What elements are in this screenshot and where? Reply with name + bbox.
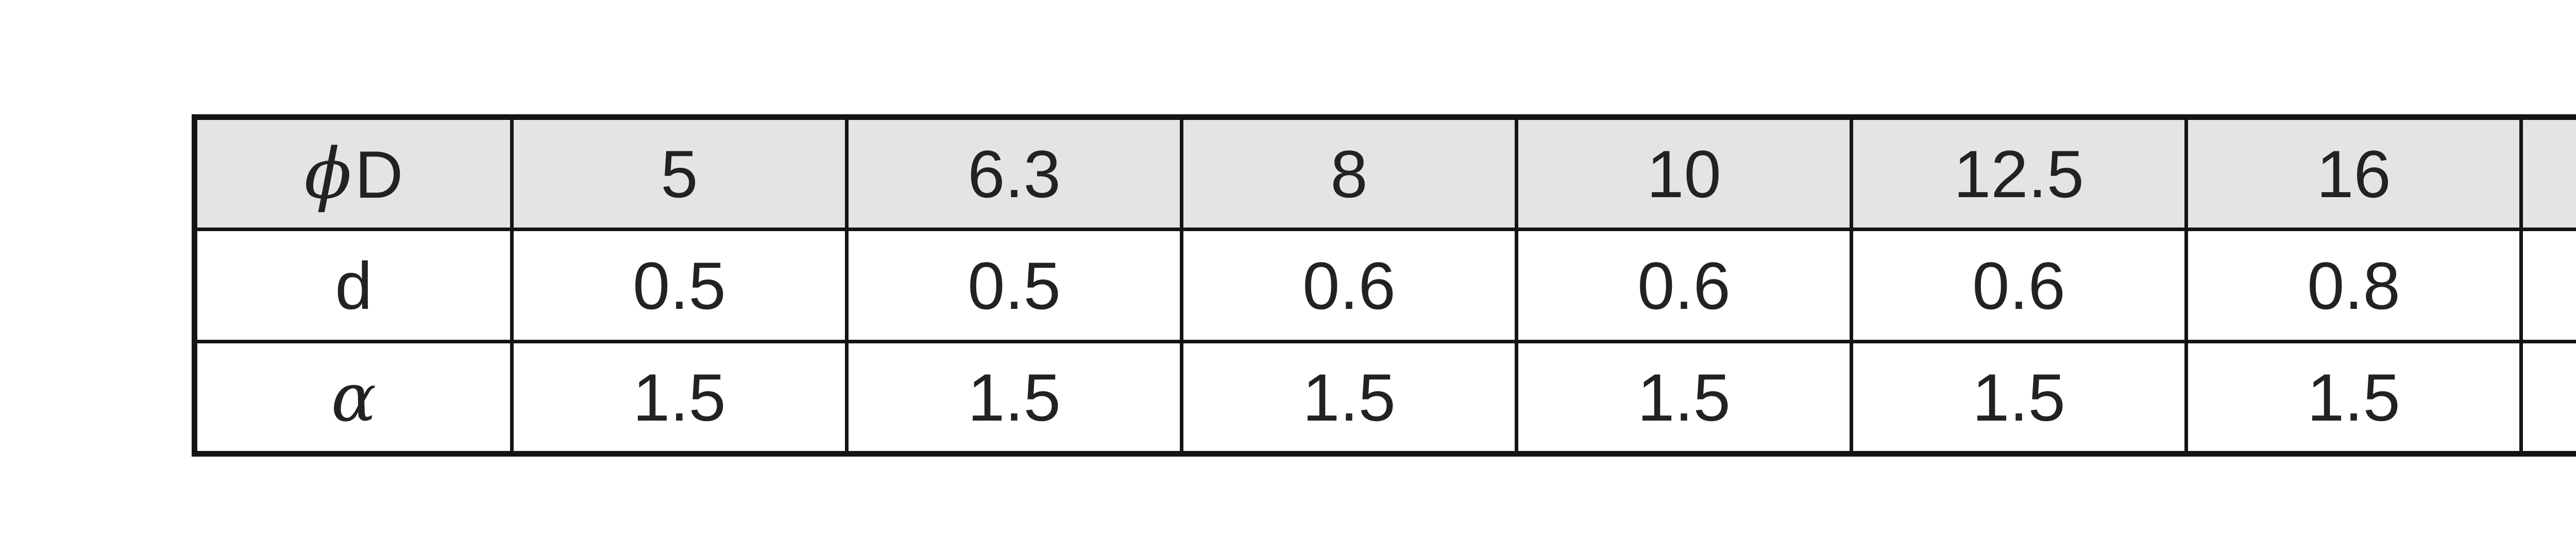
phi-symbol: ϕ: [304, 133, 352, 214]
value-cell: 1.5: [2519, 340, 2576, 456]
header-cell: 16: [2184, 115, 2523, 231]
value-cell: 0.5: [845, 228, 1183, 343]
header-cell: 5: [510, 115, 849, 231]
header-cell: 6.3: [845, 115, 1183, 231]
corner-label: D: [354, 137, 403, 212]
header-cell: 8: [1180, 115, 1518, 231]
row-alpha: α 1.5 1.5 1.5 1.5 1.5 1.5 1.5 2.0 2.0 2.…: [193, 340, 2576, 456]
header-cell: 12.5: [1850, 115, 2188, 231]
dimension-table: ϕD 5 6.3 8 10 12.5 16 18 20 22 25 d 0.5 …: [192, 114, 2576, 457]
value-cell: 0.6: [1515, 228, 1853, 343]
value-cell: 1.5: [1515, 340, 1853, 456]
value-cell: 0.5: [510, 228, 849, 343]
value-cell: 1.5: [2184, 340, 2523, 456]
header-cell-phi-d: ϕD: [193, 115, 514, 231]
value-cell: 0.6: [1850, 228, 2188, 343]
value-cell: 1.5: [510, 340, 849, 456]
row-d: d 0.5 0.5 0.6 0.6 0.6 0.8 0.8 0.8 1.0 1.…: [193, 228, 2576, 343]
value-cell: 0.6: [1180, 228, 1518, 343]
row-label-cell: α: [193, 340, 514, 456]
value-cell: 1.5: [1180, 340, 1518, 456]
value-cell: 1.5: [1850, 340, 2188, 456]
header-cell: 18: [2519, 115, 2576, 231]
value-cell: 1.5: [845, 340, 1183, 456]
header-cell: 10: [1515, 115, 1853, 231]
value-cell: 0.8: [2519, 228, 2576, 343]
value-cell: 0.8: [2184, 228, 2523, 343]
header-row: ϕD 5 6.3 8 10 12.5 16 18 20 22 25: [193, 115, 2576, 231]
row-label-cell: d: [193, 228, 514, 343]
